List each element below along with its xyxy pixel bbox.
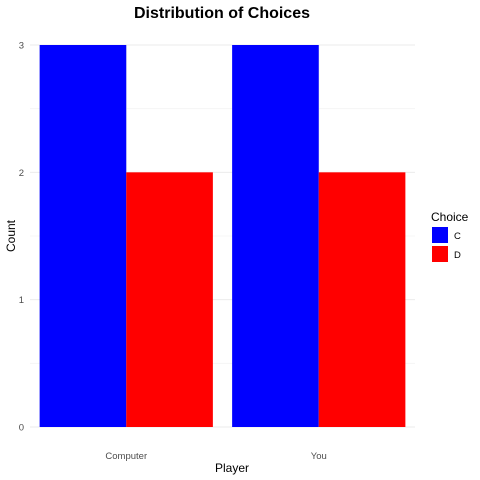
x-tick-label: Computer xyxy=(105,451,147,462)
legend-swatch-c xyxy=(432,227,448,243)
legend-title: Choice xyxy=(431,210,469,224)
bar-d-you xyxy=(318,172,406,427)
x-tick-label: You xyxy=(311,451,327,462)
y-tick-label: 3 xyxy=(19,41,24,52)
bar-c-you xyxy=(232,45,319,427)
legend: Choice CD xyxy=(431,210,469,262)
x-axis-title: Player xyxy=(215,461,249,475)
legend-label-c: C xyxy=(454,231,461,242)
y-tick-label: 0 xyxy=(19,423,24,434)
bar-d-computer xyxy=(126,172,213,427)
y-tick-label: 2 xyxy=(19,168,24,179)
bar-c-computer xyxy=(39,45,127,427)
x-axis-ticks: Computer You xyxy=(105,451,326,462)
bars xyxy=(39,45,406,427)
legend-swatch-d xyxy=(432,246,448,262)
chart-title: Distribution of Choices xyxy=(134,5,310,22)
y-axis-ticks: 0 1 2 3 xyxy=(19,41,24,434)
y-axis-title: Count xyxy=(4,219,18,252)
y-tick-label: 1 xyxy=(19,295,24,306)
legend-label-d: D xyxy=(454,250,461,261)
